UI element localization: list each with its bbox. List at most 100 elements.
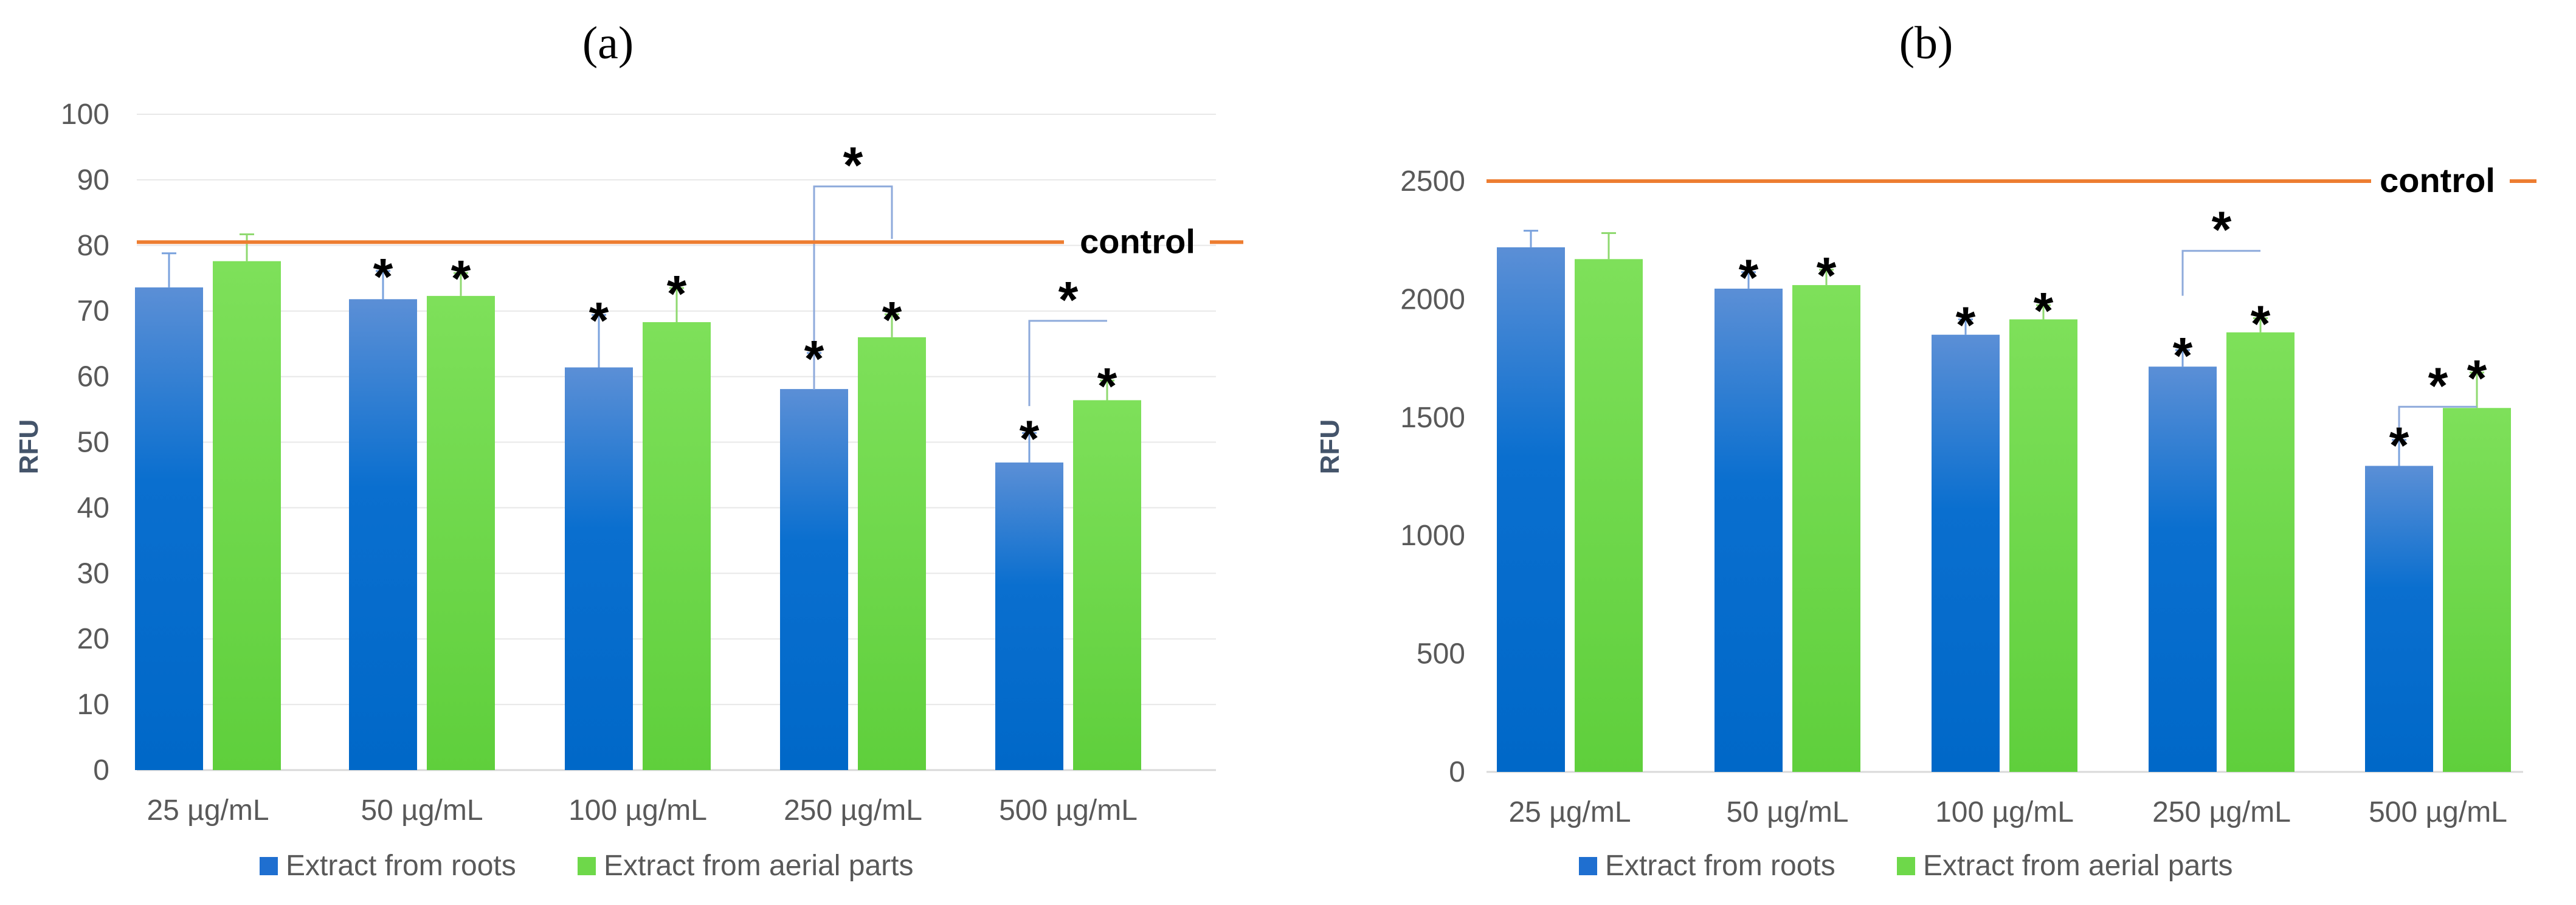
panel-a-y-axis-label: RFU: [14, 419, 44, 474]
panelB-error-roots-3: [2175, 349, 2190, 367]
panelB-x-tick-4: 500 µg/mL: [2369, 796, 2507, 828]
panelB-star-roots-4: *: [2389, 417, 2409, 474]
panelA-star-aerial-4: *: [1097, 357, 1117, 415]
panelB-error-roots-0: [1524, 230, 1538, 247]
panel-b-legend: Extract from roots Extract from aerial p…: [1579, 850, 2232, 882]
panelA-y-tick-6: 60: [77, 361, 109, 393]
panelA-bar-aerial-4: [1073, 400, 1141, 770]
panelB-error-aerial-0: [1601, 232, 1616, 260]
panelB-star-aerial-4: *: [2467, 349, 2487, 407]
panelA-bracket-star-1: *: [1058, 271, 1079, 328]
panelB-bracket-star-0: *: [2212, 201, 2232, 258]
panelA-error-roots-0: [162, 252, 176, 287]
panel-a-comparison-brackets: **: [813, 137, 1107, 407]
panelA-y-tick-1: 10: [77, 689, 109, 721]
panelA-x-tick-3: 250 µg/mL: [784, 794, 922, 827]
panelA-error-aerial-4: [1100, 379, 1114, 401]
panelB-x-tick-0: 25 µg/mL: [1508, 796, 1631, 828]
panel-b-significance-markers: * * * * * * * *: [1739, 247, 2487, 474]
panelB-error-roots-2: [1958, 318, 1973, 335]
panelA-bracket-star-0: *: [843, 137, 863, 194]
panelA-bar-aerial-2: [643, 322, 711, 770]
panelB-error-roots-4: [2392, 439, 2406, 466]
panelA-x-tick-1: 50 µg/mL: [361, 794, 483, 827]
panelB-error-aerial-3: [2253, 317, 2268, 332]
panelA-y-tick-10: 100: [61, 98, 109, 131]
panelA-y-tick-2: 20: [77, 623, 109, 655]
panelB-y-tick-5: 2500: [1400, 165, 1465, 198]
panelA-star-aerial-3: *: [882, 291, 902, 348]
panelA-y-tick-7: 70: [77, 295, 109, 328]
panelA-bar-roots-4: [995, 462, 1063, 770]
panelA-error-aerial-3: [885, 313, 899, 337]
panel-b-y-axis-label: RFU: [1315, 419, 1345, 474]
panelA-star-aerial-2: *: [667, 265, 687, 322]
panel-a-label: (a): [582, 18, 634, 69]
panelB-error-aerial-1: [1819, 269, 1834, 286]
panelA-x-tick-4: 500 µg/mL: [999, 794, 1138, 827]
panelB-bar-roots-4: [2365, 466, 2433, 772]
panelA-star-roots-3: *: [804, 330, 824, 387]
panelB-bracket-0: [2181, 250, 2260, 296]
panelA-star-roots-1: *: [373, 248, 393, 305]
panel-a-bars: [135, 261, 1141, 771]
panelA-bar-roots-3: [780, 389, 848, 770]
panelA-x-tick-0: 25 µg/mL: [147, 794, 269, 827]
panelB-bar-aerial-1: [1792, 285, 1860, 772]
panelB-bar-aerial-4: [2443, 408, 2511, 772]
panelA-bracket-1: [1028, 320, 1107, 407]
panelA-star-roots-4: *: [1020, 410, 1040, 467]
panelB-bar-roots-3: [2149, 366, 2217, 772]
panelA-bar-roots-0: [135, 287, 203, 771]
panelA-star-aerial-1: *: [451, 250, 471, 307]
panel-a-x-axis-ticks: 25 µg/mL 50 µg/mL 100 µg/mL 250 µg/mL 500 µg…: [147, 794, 1137, 827]
panel-a-legend-label-roots: Extract from roots: [286, 850, 516, 882]
panel-a-legend-label-aerial: Extract from aerial parts: [604, 850, 913, 882]
panelB-error-roots-1: [1741, 271, 1756, 289]
panelA-y-tick-3: 30: [77, 557, 109, 590]
panelA-y-tick-0: 0: [93, 754, 109, 786]
panel-a-y-axis-ticks: 0 10 20 30 40 50 60 70 80 90 100: [61, 98, 109, 786]
panelB-bar-aerial-0: [1575, 259, 1643, 773]
panelA-error-roots-1: [376, 270, 390, 300]
panelB-bar-aerial-2: [2009, 319, 2077, 772]
panelB-star-aerial-2: *: [2034, 282, 2054, 339]
panelA-error-aerial-1: [454, 272, 468, 296]
panelA-y-tick-4: 40: [77, 492, 109, 524]
panelA-bar-roots-1: [349, 299, 417, 770]
panel-b-comparison-brackets: **: [2181, 201, 2477, 435]
panelB-x-tick-2: 100 µg/mL: [1935, 796, 2074, 828]
panelA-y-tick-5: 50: [77, 427, 109, 459]
panel-b-legend-label-aerial: Extract from aerial parts: [1923, 850, 2232, 882]
panelB-star-aerial-1: *: [1817, 247, 1837, 304]
panelA-error-aerial-0: [240, 233, 254, 261]
panel-b-legend-swatch-aerial: [1897, 857, 1915, 875]
panelB-star-roots-2: *: [1956, 296, 1976, 353]
panelB-x-tick-1: 50 µg/mL: [1726, 796, 1848, 828]
panelA-error-aerial-2: [669, 287, 684, 323]
panelB-y-tick-4: 2000: [1400, 283, 1465, 315]
panel-a-error-bars: [162, 233, 1114, 463]
panelA-y-tick-8: 80: [77, 230, 109, 262]
panelB-y-tick-2: 1000: [1400, 520, 1465, 552]
panelB-y-tick-1: 500: [1417, 638, 1465, 670]
panelA-bar-roots-2: [565, 367, 633, 770]
panelA-error-roots-2: [592, 314, 606, 368]
panelB-star-aerial-3: *: [2251, 295, 2271, 353]
panelB-bar-roots-1: [1714, 288, 1783, 772]
panel-a-legend: Extract from roots Extract from aerial p…: [260, 850, 913, 882]
panelB-bracket-1: [2398, 405, 2477, 435]
panelB-bar-roots-0: [1497, 247, 1565, 772]
panelA-bar-aerial-0: [213, 261, 281, 770]
panel-a-control-label: control: [1080, 222, 1195, 260]
panelA-error-roots-4: [1022, 432, 1037, 463]
panelB-bracket-star-1: *: [2428, 357, 2448, 414]
panel-a-legend-swatch-roots: [260, 857, 278, 875]
panel-b-label: (b): [1899, 18, 1953, 69]
panel-b-x-axis-ticks: 25 µg/mL 50 µg/mL 100 µg/mL 250 µg/mL 500 µg…: [1508, 796, 2507, 828]
panelA-x-tick-2: 100 µg/mL: [568, 794, 707, 827]
